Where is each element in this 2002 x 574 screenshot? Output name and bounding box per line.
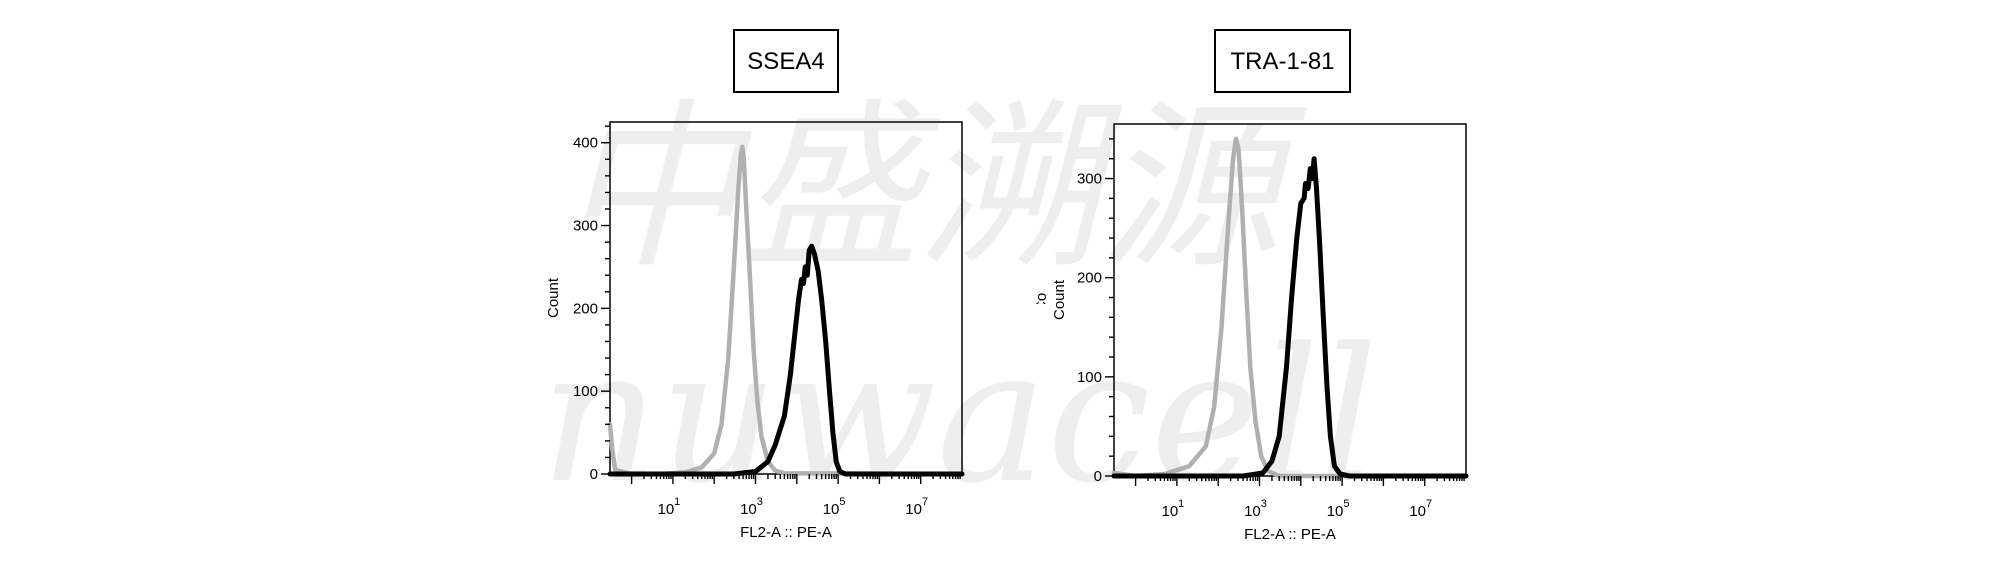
x-tick-label: 101: [1161, 498, 1184, 520]
x-tick-label: 101: [657, 496, 680, 518]
y-axis: 0 100 200 300: [1077, 138, 1114, 485]
x-tick-label: 107: [1409, 498, 1432, 520]
y-tick-label: 400: [573, 135, 598, 152]
y-tick-label: 0: [1094, 468, 1102, 485]
watermark-text-cn: 中盛溯源: [560, 84, 1307, 293]
x-axis-title: FL2-A :: PE-A: [740, 524, 832, 541]
y-tick-label: 100: [573, 383, 598, 400]
watermark-text-en: nuwacell: [540, 308, 1378, 524]
y-tick-label: 100: [1077, 369, 1102, 386]
x-tick-label: 107: [905, 496, 928, 518]
x-axis: 101 103 105 107: [1134, 476, 1465, 520]
x-tick-label: 103: [740, 496, 763, 518]
y-axis-title-clipped: Count: [1033, 271, 1050, 312]
y-axis-title: Count: [545, 277, 562, 318]
sample-histogram-line: [1111, 156, 1469, 479]
x-tick-label: 105: [1327, 498, 1350, 520]
y-tick-label: 300: [573, 218, 598, 235]
x-axis-title: FL2-A :: PE-A: [1244, 526, 1336, 543]
control-histogram-line: [1111, 136, 1469, 479]
chart-title: TRA-1-81: [1230, 48, 1334, 75]
y-axis: 0 100 200 300 400: [573, 125, 610, 483]
watermark: 中盛溯源 nuwacell: [540, 84, 1378, 524]
chart-title: SSEA4: [747, 48, 824, 75]
chart-title-box: [733, 29, 839, 93]
y-tick-label: 200: [573, 300, 598, 317]
y-tick-label: 200: [1077, 270, 1102, 287]
x-tick-label: 105: [823, 496, 846, 518]
y-axis-title: Count: [1051, 279, 1068, 320]
x-tick-label: 103: [1244, 498, 1267, 520]
sample-histogram-line: [607, 243, 965, 477]
y-tick-label: 0: [590, 466, 598, 483]
y-tick-label: 300: [1077, 171, 1102, 188]
chart-title-box: [1214, 29, 1351, 93]
x-axis: 101 103 105 107: [630, 474, 961, 518]
